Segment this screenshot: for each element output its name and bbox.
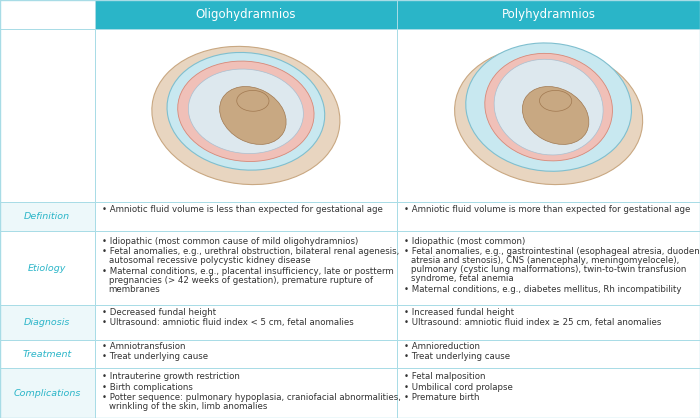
- Text: • Treat underlying cause: • Treat underlying cause: [102, 352, 208, 362]
- Ellipse shape: [152, 46, 340, 185]
- Text: • Amniotransfusion: • Amniotransfusion: [102, 342, 185, 351]
- Text: membranes: membranes: [108, 285, 160, 293]
- Text: pulmonary (cystic lung malformations), twin-to-twin transfusion: pulmonary (cystic lung malformations), t…: [412, 265, 687, 274]
- Bar: [398, 231, 700, 306]
- Text: • Maternal conditions, e.g., placental insufficiency, late or postterm: • Maternal conditions, e.g., placental i…: [102, 267, 393, 275]
- Bar: [398, 340, 700, 368]
- Ellipse shape: [540, 90, 572, 111]
- Text: • Decreased fundal height: • Decreased fundal height: [102, 308, 216, 317]
- Bar: [94, 231, 398, 306]
- Bar: [0, 0, 94, 28]
- Text: • Birth complications: • Birth complications: [102, 383, 193, 392]
- Bar: [398, 306, 700, 340]
- Bar: [398, 28, 700, 202]
- Text: Treatment: Treatment: [22, 349, 72, 359]
- Bar: [0, 231, 94, 306]
- Ellipse shape: [178, 61, 314, 161]
- Text: • Fetal anomalies, e.g., gastrointestinal (esophageal atresia, duodenal: • Fetal anomalies, e.g., gastrointestina…: [405, 247, 700, 256]
- Ellipse shape: [522, 87, 589, 144]
- Text: syndrome, fetal anemia: syndrome, fetal anemia: [412, 274, 514, 283]
- Bar: [94, 28, 398, 202]
- Text: • Premature birth: • Premature birth: [405, 393, 480, 402]
- Text: • Ultrasound: amniotic fluid index ≥ 25 cm, fetal anomalies: • Ultrasound: amniotic fluid index ≥ 25 …: [405, 319, 662, 327]
- Ellipse shape: [220, 87, 286, 144]
- Ellipse shape: [454, 46, 643, 185]
- Text: Complications: Complications: [13, 389, 81, 398]
- Text: • Umbilical cord prolapse: • Umbilical cord prolapse: [405, 383, 513, 392]
- Text: wrinkling of the skin, limb anomalies: wrinkling of the skin, limb anomalies: [108, 402, 267, 411]
- Text: • Increased fundal height: • Increased fundal height: [405, 308, 514, 317]
- Text: Diagnosis: Diagnosis: [24, 318, 71, 327]
- Text: Oligohydramnios: Oligohydramnios: [195, 8, 296, 21]
- Text: • Ultrasound: amniotic fluid index < 5 cm, fetal anomalies: • Ultrasound: amniotic fluid index < 5 c…: [102, 319, 354, 327]
- Text: Etiology: Etiology: [28, 264, 66, 273]
- Text: • Amniotic fluid volume is less than expected for gestational age: • Amniotic fluid volume is less than exp…: [102, 204, 382, 214]
- Text: • Amniotic fluid volume is more than expected for gestational age: • Amniotic fluid volume is more than exp…: [405, 204, 691, 214]
- Ellipse shape: [494, 59, 603, 155]
- Bar: [0, 340, 94, 368]
- Ellipse shape: [167, 52, 325, 170]
- Text: • Intrauterine growth restriction: • Intrauterine growth restriction: [102, 372, 239, 381]
- Bar: [398, 368, 700, 418]
- Bar: [94, 368, 398, 418]
- Bar: [94, 306, 398, 340]
- Text: • Potter sequence: pulmonary hypoplasia, craniofacial abnormalities,: • Potter sequence: pulmonary hypoplasia,…: [102, 393, 400, 402]
- Text: atresia and stenosis), CNS (anencephaly, meningomyelocele),: atresia and stenosis), CNS (anencephaly,…: [412, 256, 680, 265]
- Text: • Fetal malposition: • Fetal malposition: [405, 372, 486, 381]
- Bar: [398, 0, 700, 28]
- Ellipse shape: [485, 54, 612, 161]
- Bar: [0, 202, 94, 231]
- Text: Definition: Definition: [25, 212, 70, 221]
- Ellipse shape: [466, 43, 631, 171]
- Bar: [398, 202, 700, 231]
- Bar: [0, 306, 94, 340]
- Text: • Amnioreduction: • Amnioreduction: [405, 342, 480, 351]
- Text: Polyhydramnios: Polyhydramnios: [502, 8, 596, 21]
- Bar: [0, 368, 94, 418]
- Text: • Treat underlying cause: • Treat underlying cause: [405, 352, 510, 362]
- Text: • Fetal anomalies, e.g., urethral obstruction, bilateral renal agenesis,: • Fetal anomalies, e.g., urethral obstru…: [102, 247, 399, 256]
- Bar: [94, 0, 398, 28]
- Text: pregnancies (> 42 weeks of gestation), premature rupture of: pregnancies (> 42 weeks of gestation), p…: [108, 275, 372, 285]
- Text: • Idiopathic (most common cause of mild oligohydramnios): • Idiopathic (most common cause of mild …: [102, 237, 358, 246]
- Text: autosomal recessive polycystic kidney disease: autosomal recessive polycystic kidney di…: [108, 256, 310, 265]
- Text: • Maternal conditions, e.g., diabetes mellitus, Rh incompatibility: • Maternal conditions, e.g., diabetes me…: [405, 285, 682, 293]
- Text: • Idiopathic (most common): • Idiopathic (most common): [405, 237, 526, 246]
- Bar: [0, 28, 94, 202]
- Ellipse shape: [188, 69, 303, 153]
- Ellipse shape: [237, 90, 269, 111]
- Bar: [94, 202, 398, 231]
- Bar: [94, 340, 398, 368]
